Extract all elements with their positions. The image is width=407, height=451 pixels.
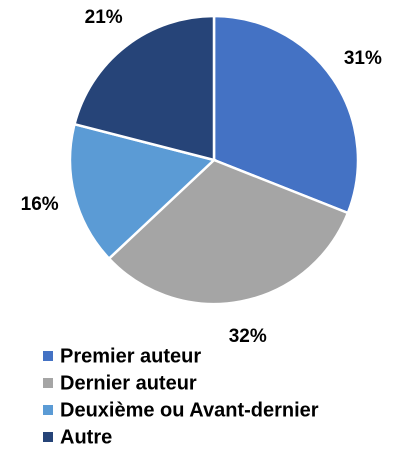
data-label: 31% (344, 48, 382, 69)
pie-slice (68, 122, 217, 261)
legend-swatch (43, 378, 53, 388)
legend-swatch (43, 351, 53, 361)
data-label: 32% (229, 326, 267, 347)
data-label: 21% (85, 7, 123, 28)
legend-label: Dernier auteur (60, 372, 197, 394)
pie-slice (73, 14, 216, 162)
pie-slice (107, 158, 350, 306)
pie-slice (212, 14, 360, 215)
legend-swatch (43, 405, 53, 415)
legend-label: Autre (60, 426, 112, 448)
data-label: 16% (21, 194, 59, 215)
legend-label: Premier auteur (60, 345, 201, 367)
legend-label: Deuxième ou Avant-dernier (60, 399, 319, 421)
legend-swatch (43, 432, 53, 442)
